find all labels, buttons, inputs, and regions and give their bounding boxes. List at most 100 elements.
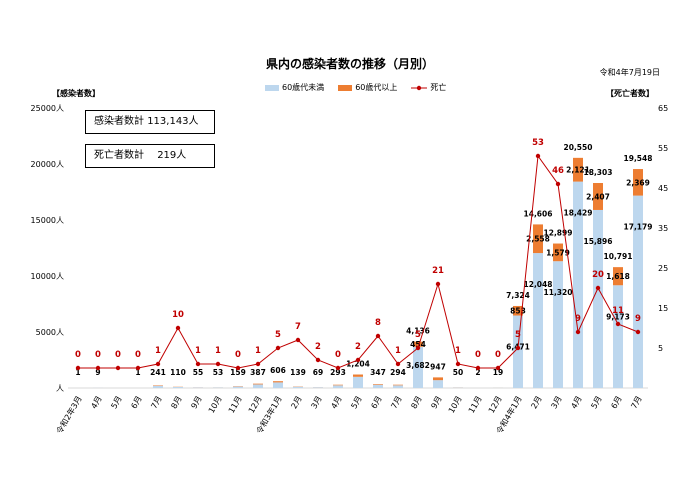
bar-over60-label: 2,121 (566, 166, 590, 175)
category-label: 5月 (109, 395, 123, 411)
bar-total-label: 1,204 (346, 360, 370, 369)
category-label: 4月 (329, 395, 343, 411)
legend-over60: 60歳代以上 (338, 82, 397, 93)
bar-total-label: 159 (230, 368, 246, 377)
left-tick-label: 10000人 (31, 272, 64, 281)
bar-total-label: 19 (493, 368, 503, 377)
deaths-label: 0 (235, 350, 241, 360)
deaths-point (595, 285, 601, 291)
deaths-label: 1 (215, 346, 221, 356)
category-label: 5月 (349, 395, 363, 411)
deaths-label: 0 (95, 350, 101, 360)
deaths-point (75, 365, 81, 371)
bar-under60 (313, 387, 323, 388)
bar-under60 (573, 181, 583, 388)
deaths-label: 8 (375, 318, 381, 328)
total-deaths-label: 死亡者数計 (94, 150, 144, 161)
deaths-point (375, 333, 381, 339)
bar-under60-label: 12,048 (524, 280, 553, 289)
bar-total-label: 293 (330, 368, 346, 377)
bar-total-label: 9 (95, 368, 100, 377)
bar-total-label: 139 (290, 368, 306, 377)
right-tick-label: 55 (658, 144, 668, 153)
deaths-label: 1 (255, 346, 261, 356)
category-label: 4月 (569, 395, 583, 411)
bar-total-label: 14,606 (524, 209, 553, 218)
deaths-label: 9 (635, 314, 641, 324)
bar-total-label: 294 (390, 368, 406, 377)
report-date: 令和4年7月19日 (599, 68, 660, 77)
left-tick-label: 20000人 (31, 160, 64, 169)
left-tick-label: 人 (56, 384, 64, 393)
category-label: 6月 (609, 395, 623, 411)
bar-over60 (513, 305, 523, 316)
category-label: 7月 (389, 395, 403, 411)
deaths-label: 5 (515, 330, 521, 340)
bar-under60 (173, 386, 183, 388)
bar-under60 (593, 209, 603, 388)
left-axis-label: 【感染者数】 (52, 89, 100, 98)
bar-under60-label: 18,429 (564, 209, 593, 218)
deaths-point (255, 361, 261, 367)
category-label: 5月 (589, 395, 603, 411)
deaths-label: 53 (532, 138, 544, 148)
bar-under60 (153, 385, 163, 388)
deaths-point (435, 281, 441, 287)
bar-under60-label: 9,173 (606, 312, 630, 321)
bar-under60 (353, 376, 363, 388)
deaths-label: 0 (475, 350, 481, 360)
bar-over60 (613, 267, 623, 286)
left-tick-label: 5000人 (36, 328, 64, 337)
bar-over60 (353, 374, 363, 377)
deaths-point (635, 329, 641, 335)
total-deaths-value: 219人 (157, 150, 187, 161)
bar-total-label: 606 (270, 366, 286, 375)
bar-over60 (633, 169, 643, 196)
deaths-point (555, 181, 561, 187)
deaths-point (415, 345, 421, 351)
total-cases-label: 感染者数計 (94, 116, 144, 127)
bar-over60-label: 2,369 (626, 178, 650, 187)
deaths-point (395, 361, 401, 367)
bar-over60 (333, 384, 343, 386)
category-label: 10月 (207, 395, 224, 415)
total-cases-value: 113,143人 (147, 116, 199, 127)
legend-under60-swatch (265, 84, 279, 91)
bar-over60-label: 454 (410, 340, 426, 349)
category-label: 12月 (487, 395, 504, 415)
deaths-label: 9 (575, 314, 581, 324)
deaths-point (235, 365, 241, 371)
right-tick-label: 15 (658, 304, 668, 313)
bar-total-label: 241 (150, 368, 166, 377)
total-cases-box: 感染者数計 113,143人 (85, 110, 215, 134)
bar-total-label: 2 (475, 368, 480, 377)
category-label: 9月 (429, 395, 443, 411)
bar-under60 (293, 386, 303, 388)
deaths-point (295, 337, 301, 343)
deaths-point (495, 365, 501, 371)
legend: 60歳代未満 60歳代以上 死亡 (265, 82, 446, 93)
bar-under60 (213, 387, 223, 388)
bar-total-label: 110 (170, 368, 186, 377)
bar-under60 (413, 346, 423, 388)
deaths-label: 11 (612, 306, 624, 316)
bar-under60 (373, 384, 383, 388)
right-tick-label: 35 (658, 224, 668, 233)
bar-total-label: 947 (430, 362, 446, 371)
deaths-label: 0 (335, 350, 341, 360)
deaths-point (115, 365, 121, 371)
category-label: 7月 (149, 395, 163, 411)
bar-total-label: 10,791 (604, 252, 633, 261)
deaths-point (475, 365, 481, 371)
bar-total-label: 347 (370, 368, 386, 377)
bar-total-label: 1 (135, 368, 140, 377)
category-label: 9月 (189, 395, 203, 411)
left-tick-label: 15000人 (31, 216, 64, 225)
bar-total-label: 53 (213, 368, 223, 377)
deaths-label: 1 (155, 346, 161, 356)
deaths-label: 1 (395, 346, 401, 356)
bar-under60 (533, 253, 543, 388)
deaths-point (135, 365, 141, 371)
deaths-label: 0 (135, 350, 141, 360)
